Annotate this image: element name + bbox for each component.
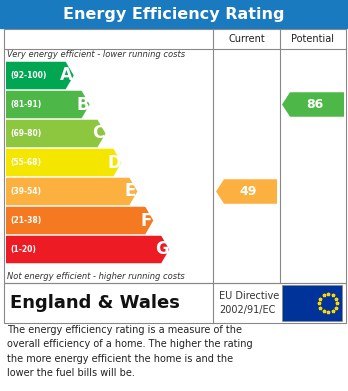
Text: Very energy efficient - lower running costs: Very energy efficient - lower running co… <box>7 50 185 59</box>
Text: Potential: Potential <box>292 34 334 44</box>
Text: A: A <box>60 66 73 84</box>
Polygon shape <box>6 120 105 147</box>
Text: 49: 49 <box>240 185 257 198</box>
Polygon shape <box>6 62 74 89</box>
Polygon shape <box>282 92 344 117</box>
Bar <box>282 285 342 321</box>
Text: England & Wales: England & Wales <box>10 294 180 312</box>
Text: E: E <box>125 183 136 201</box>
Text: G: G <box>155 240 169 258</box>
Text: EU Directive
2002/91/EC: EU Directive 2002/91/EC <box>219 291 279 315</box>
Text: B: B <box>76 95 89 113</box>
Text: (21-38): (21-38) <box>10 216 41 225</box>
Text: (69-80): (69-80) <box>10 129 41 138</box>
Bar <box>4 283 346 323</box>
Polygon shape <box>6 178 137 205</box>
Text: (92-100): (92-100) <box>10 71 46 80</box>
Text: The energy efficiency rating is a measure of the
overall efficiency of a home. T: The energy efficiency rating is a measur… <box>7 325 253 378</box>
Bar <box>0 0 348 28</box>
Text: Not energy efficient - higher running costs: Not energy efficient - higher running co… <box>7 272 185 281</box>
Polygon shape <box>6 149 121 176</box>
Text: (39-54): (39-54) <box>10 187 41 196</box>
Polygon shape <box>216 179 277 204</box>
Polygon shape <box>6 207 153 234</box>
Text: Energy Efficiency Rating: Energy Efficiency Rating <box>63 7 285 22</box>
Polygon shape <box>6 91 90 118</box>
Text: D: D <box>108 154 121 172</box>
Bar <box>4 29 346 283</box>
Text: C: C <box>93 124 105 142</box>
Text: F: F <box>141 212 152 230</box>
Text: (1-20): (1-20) <box>10 245 36 254</box>
Polygon shape <box>6 236 169 263</box>
Text: (55-68): (55-68) <box>10 158 41 167</box>
Text: (81-91): (81-91) <box>10 100 41 109</box>
Text: Current: Current <box>228 34 265 44</box>
Text: 86: 86 <box>306 98 324 111</box>
